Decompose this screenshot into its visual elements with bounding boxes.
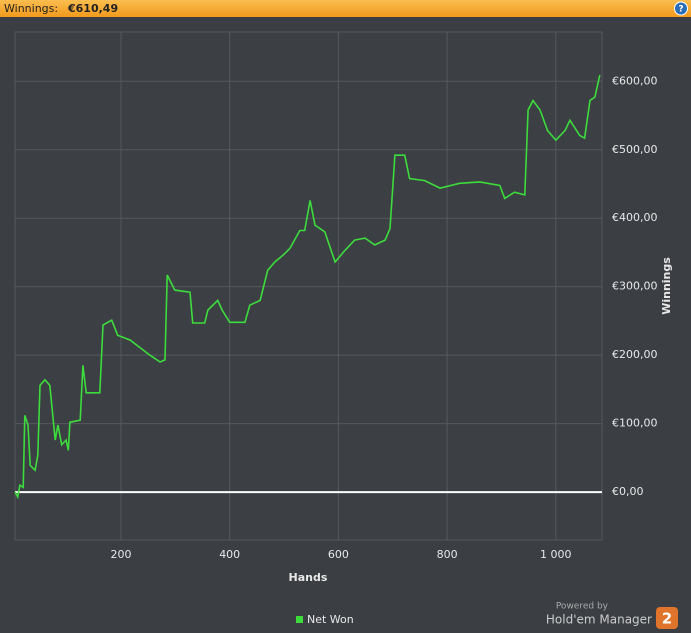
powered-by: Powered by xyxy=(556,602,609,612)
y-tick-label: €200,00 xyxy=(612,348,658,361)
product-name: Hold'em Manager xyxy=(546,613,652,627)
legend-label: Net Won xyxy=(307,613,354,626)
help-button[interactable] xyxy=(674,1,688,16)
legend-swatch xyxy=(296,616,303,623)
product-badge xyxy=(656,607,678,629)
header-amount: €610,49 xyxy=(67,2,118,15)
y-tick-label: €0,00 xyxy=(612,485,644,498)
plot-area xyxy=(14,31,603,541)
y-tick-label: €500,00 xyxy=(612,143,658,156)
y-tick-label: €300,00 xyxy=(612,280,658,293)
y-tick-label: €400,00 xyxy=(612,211,658,224)
y-axis-title: Winnings xyxy=(660,257,673,315)
y-tick-label: €100,00 xyxy=(612,417,658,430)
product-badge-text: 2 xyxy=(662,610,672,628)
x-tick-label: 400 xyxy=(219,548,240,561)
x-tick-label: 600 xyxy=(328,548,349,561)
series-line xyxy=(14,74,601,500)
header-label: Winnings: xyxy=(4,2,58,15)
x-tick-label: 800 xyxy=(437,548,458,561)
help-icon[interactable]: ? xyxy=(678,5,683,15)
header-bar xyxy=(0,0,691,17)
x-tick-label: 200 xyxy=(110,548,131,561)
x-tick-label: 1 000 xyxy=(540,548,572,561)
y-tick-label: €600,00 xyxy=(612,74,658,87)
x-axis-title: Hands xyxy=(289,571,328,584)
